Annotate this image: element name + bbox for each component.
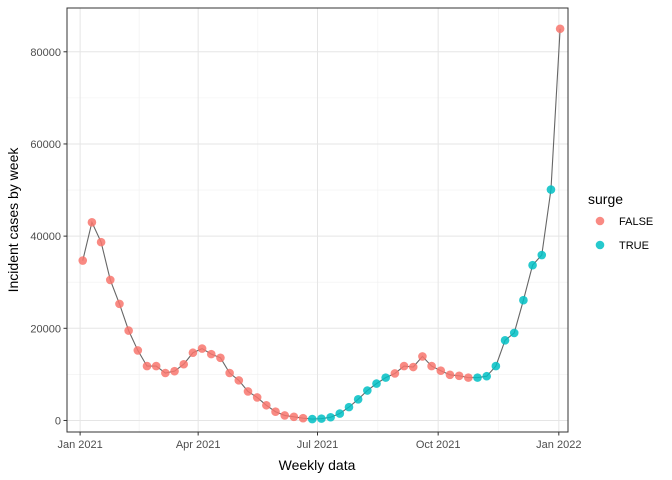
data-point — [96, 237, 106, 247]
data-point — [454, 371, 464, 381]
legend-key-true — [595, 240, 605, 250]
points-layer — [78, 24, 565, 424]
data-point — [500, 335, 510, 345]
data-point — [151, 361, 161, 371]
data-point — [271, 407, 280, 417]
legend-entries: FALSE TRUE — [595, 216, 653, 252]
data-point — [491, 361, 501, 371]
data-point — [464, 373, 473, 382]
data-point — [317, 414, 326, 423]
x-tick-label: Jan 2021 — [57, 439, 102, 451]
data-point — [344, 402, 354, 412]
legend-label-true: TRUE — [619, 240, 649, 252]
data-point — [381, 373, 390, 382]
data-point — [280, 411, 290, 420]
data-point — [262, 400, 271, 410]
legend-title: surge — [588, 191, 623, 207]
data-point — [555, 24, 565, 34]
data-point — [519, 295, 528, 305]
data-point — [124, 326, 133, 335]
data-point — [353, 394, 363, 404]
data-point — [473, 373, 482, 382]
data-point — [161, 368, 170, 378]
data-point — [326, 412, 335, 422]
data-point — [482, 371, 491, 381]
x-tick-label: Jul 2021 — [297, 439, 339, 451]
data-point — [252, 393, 262, 402]
data-point — [408, 362, 418, 372]
data-point — [234, 376, 244, 385]
data-point — [546, 185, 556, 194]
legend-key-false — [595, 216, 605, 226]
data-point — [372, 379, 381, 388]
x-tick-label: Jan 2022 — [536, 439, 581, 451]
data-point — [298, 413, 308, 423]
data-point — [335, 409, 345, 418]
data-point — [216, 353, 225, 363]
data-point — [115, 299, 124, 309]
legend-label-false: FALSE — [619, 216, 653, 228]
data-point — [179, 359, 189, 369]
data-point — [528, 260, 537, 270]
x-axis-ticks: Jan 2021 Apr 2021 Jul 2021 Oct 2021 Jan 2022 — [57, 432, 581, 451]
y-axis-ticks: 0 20000 40000 60000 80000 — [30, 47, 67, 427]
y-tick-label: 0 — [55, 415, 61, 427]
y-tick-label: 80000 — [30, 47, 61, 59]
y-tick-label: 60000 — [30, 139, 61, 151]
data-point — [197, 344, 207, 353]
data-point — [399, 361, 409, 371]
legend: surge FALSE TRUE — [588, 191, 653, 252]
data-point — [133, 346, 143, 355]
data-point — [307, 414, 317, 424]
data-point — [390, 369, 400, 378]
y-axis-title: Incident cases by week — [5, 147, 21, 293]
data-point — [436, 366, 446, 376]
y-tick-label: 40000 — [30, 231, 61, 243]
data-point — [225, 368, 234, 378]
data-point — [170, 366, 179, 376]
data-point — [78, 256, 88, 265]
grid — [67, 8, 568, 432]
data-point — [87, 218, 97, 227]
data-point — [105, 275, 115, 285]
x-tick-label: Oct 2021 — [416, 439, 461, 451]
y-tick-label: 20000 — [30, 323, 61, 335]
data-point — [509, 328, 519, 338]
data-point — [445, 370, 455, 380]
x-axis-title: Weekly data — [279, 457, 356, 473]
data-point — [418, 352, 427, 361]
data-point — [363, 386, 372, 395]
data-point — [537, 250, 547, 260]
x-tick-label: Apr 2021 — [176, 439, 221, 451]
data-point — [243, 387, 253, 396]
data-point — [206, 349, 216, 359]
data-point — [142, 361, 152, 371]
data-point — [188, 348, 198, 358]
data-point — [289, 412, 299, 422]
data-point — [427, 361, 436, 371]
